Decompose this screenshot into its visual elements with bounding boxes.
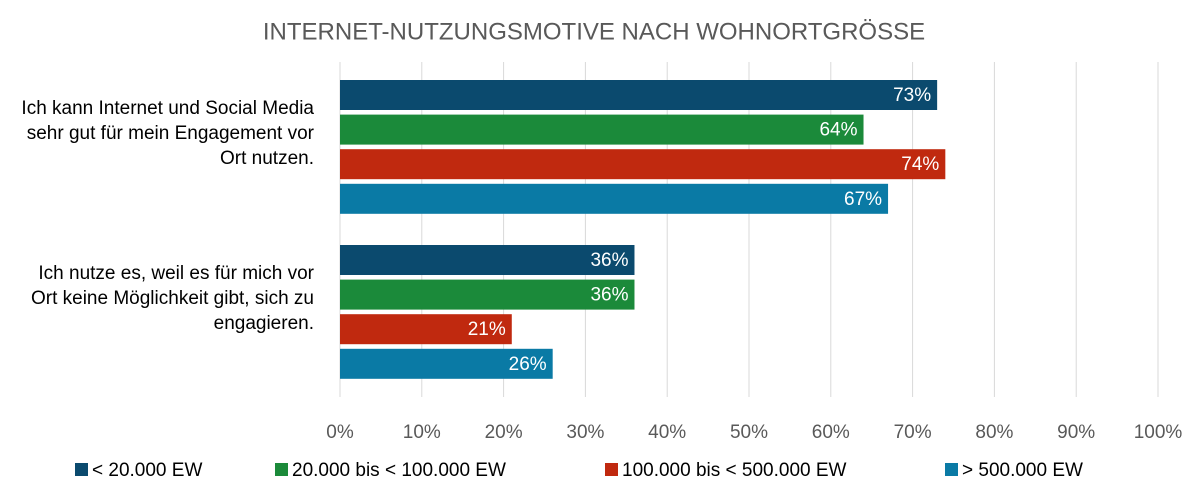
x-tick-label: 20% <box>485 422 523 443</box>
value-label: 74% <box>901 154 939 175</box>
legend-label: < 20.000 EW <box>92 460 202 481</box>
value-label: 73% <box>893 85 931 106</box>
value-label: 36% <box>590 285 628 306</box>
category-label: Ich nutze es, weil es für mich vor Ort k… <box>30 263 314 335</box>
category-label: Ich kann Internet und Social Media sehr … <box>21 98 314 170</box>
bar <box>340 314 512 345</box>
x-tick-label: 80% <box>975 422 1013 443</box>
bar <box>340 183 889 214</box>
x-tick-label: 70% <box>894 422 932 443</box>
bar <box>340 80 938 110</box>
legend-swatch <box>945 463 958 476</box>
legend-swatch <box>75 463 88 476</box>
bar <box>340 245 635 275</box>
bar <box>340 114 864 145</box>
legend-label: > 500.000 EW <box>962 460 1083 481</box>
x-tick-label: 0% <box>326 422 354 443</box>
x-tick-label: 30% <box>566 422 604 443</box>
value-label: 67% <box>844 189 882 210</box>
x-tick-label: 100% <box>1134 422 1183 443</box>
x-tick-label: 40% <box>648 422 686 443</box>
x-tick-label: 60% <box>812 422 850 443</box>
legend-swatch <box>275 463 288 476</box>
value-label: 26% <box>509 354 547 375</box>
legend-label: 20.000 bis < 100.000 EW <box>292 460 506 481</box>
x-tick-label: 50% <box>730 422 768 443</box>
legend-label: 100.000 bis < 500.000 EW <box>622 460 847 481</box>
bar <box>340 279 635 310</box>
value-label: 21% <box>468 319 506 340</box>
x-tick-label: 90% <box>1057 422 1095 443</box>
chart-title: INTERNET-NUTZUNGSMOTIVE NACH WOHNORTGRÖS… <box>263 18 925 45</box>
bar <box>340 348 553 379</box>
x-tick-label: 10% <box>403 422 441 443</box>
value-label: 64% <box>819 120 857 141</box>
bar <box>340 149 946 180</box>
value-label: 36% <box>590 250 628 271</box>
legend-swatch <box>605 463 618 476</box>
